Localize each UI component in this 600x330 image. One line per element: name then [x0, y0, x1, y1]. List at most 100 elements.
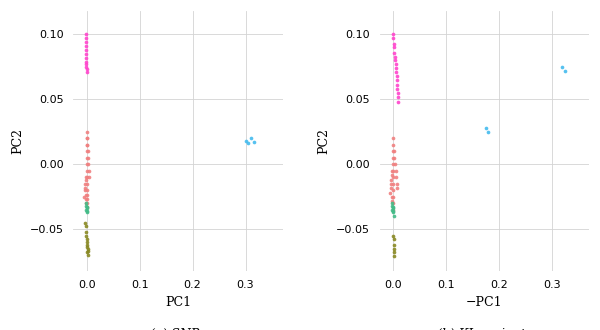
- Point: [82, 245, 92, 250]
- Point: [484, 129, 493, 134]
- Point: [389, 237, 399, 242]
- Point: [82, 44, 91, 49]
- Point: [82, 40, 91, 45]
- Point: [388, 207, 397, 212]
- Point: [481, 125, 490, 131]
- Point: [82, 136, 92, 141]
- Y-axis label: PC2: PC2: [317, 128, 331, 154]
- X-axis label: −PC1: −PC1: [466, 296, 503, 309]
- Point: [80, 187, 89, 193]
- Point: [82, 32, 91, 37]
- Point: [249, 140, 259, 145]
- Point: [82, 204, 91, 210]
- Point: [82, 207, 91, 212]
- Point: [389, 210, 398, 215]
- Point: [388, 208, 398, 214]
- Point: [82, 59, 91, 64]
- Point: [83, 252, 92, 258]
- Point: [386, 177, 396, 182]
- Point: [82, 201, 91, 206]
- Point: [392, 185, 402, 190]
- Point: [391, 69, 401, 75]
- Point: [388, 203, 397, 208]
- Point: [388, 162, 398, 167]
- Point: [389, 41, 399, 46]
- Point: [246, 136, 256, 141]
- Point: [388, 187, 398, 193]
- Point: [82, 155, 91, 160]
- Point: [390, 58, 400, 63]
- Point: [81, 224, 91, 229]
- Point: [388, 194, 397, 199]
- Point: [392, 86, 402, 92]
- Point: [82, 67, 91, 72]
- Point: [389, 136, 398, 141]
- Point: [82, 193, 91, 198]
- Point: [388, 168, 398, 173]
- Point: [389, 45, 399, 50]
- Point: [392, 73, 401, 79]
- Point: [81, 175, 91, 180]
- Point: [83, 248, 92, 254]
- Point: [557, 64, 567, 70]
- Point: [82, 237, 91, 242]
- Point: [388, 155, 398, 160]
- Point: [388, 207, 398, 212]
- Point: [387, 201, 397, 206]
- Point: [391, 175, 401, 180]
- Point: [82, 129, 92, 134]
- Point: [82, 36, 91, 41]
- Point: [82, 181, 91, 186]
- Point: [389, 206, 398, 211]
- Point: [79, 194, 89, 199]
- Point: [81, 201, 91, 206]
- Point: [389, 242, 399, 247]
- Point: [390, 162, 400, 167]
- Point: [391, 168, 400, 173]
- Point: [389, 50, 399, 55]
- Point: [82, 240, 92, 245]
- Point: [244, 141, 253, 146]
- Point: [83, 162, 93, 167]
- Point: [391, 66, 401, 71]
- Point: [80, 185, 90, 190]
- Point: [388, 148, 398, 154]
- Point: [82, 69, 91, 75]
- Point: [389, 155, 399, 160]
- Point: [80, 181, 90, 186]
- Point: [394, 99, 403, 105]
- Point: [388, 194, 398, 199]
- Point: [391, 62, 400, 67]
- Point: [388, 181, 398, 186]
- Point: [82, 204, 91, 210]
- Point: [560, 68, 570, 74]
- Point: [387, 172, 397, 177]
- Point: [82, 197, 91, 202]
- Point: [82, 142, 91, 148]
- Point: [82, 64, 91, 70]
- Point: [82, 242, 91, 247]
- Point: [82, 175, 91, 180]
- Y-axis label: PC2: PC2: [11, 128, 24, 154]
- Point: [386, 181, 396, 186]
- Point: [241, 138, 250, 144]
- Point: [393, 90, 403, 95]
- Point: [82, 148, 91, 154]
- Point: [82, 233, 91, 238]
- Point: [82, 187, 91, 193]
- Point: [81, 177, 91, 182]
- Point: [392, 181, 401, 186]
- Point: [83, 148, 92, 154]
- Point: [82, 193, 91, 198]
- Point: [389, 142, 398, 148]
- Point: [385, 190, 395, 195]
- Point: [82, 197, 91, 202]
- Point: [82, 206, 92, 211]
- Point: [82, 136, 91, 141]
- Point: [82, 168, 91, 173]
- X-axis label: PC1: PC1: [165, 296, 191, 309]
- Point: [389, 36, 398, 41]
- Point: [389, 246, 399, 251]
- Point: [393, 94, 403, 99]
- Point: [84, 168, 94, 173]
